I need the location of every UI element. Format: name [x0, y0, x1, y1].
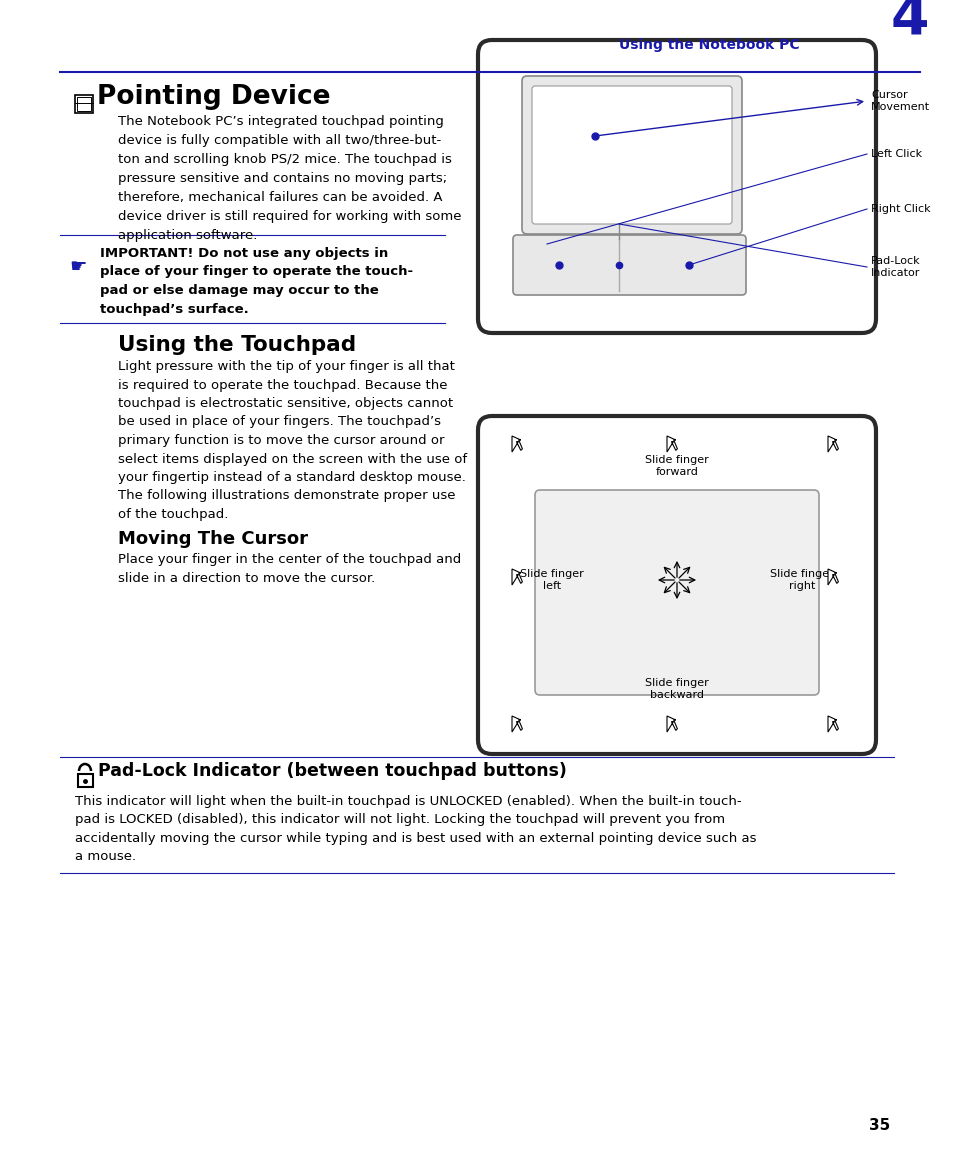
- Polygon shape: [827, 569, 838, 584]
- Text: Slide finger
backward: Slide finger backward: [644, 678, 708, 700]
- Bar: [75, 95, 92, 113]
- Text: Pointing Device: Pointing Device: [97, 84, 330, 110]
- Text: 4: 4: [890, 0, 928, 45]
- Text: 35: 35: [868, 1118, 890, 1133]
- Polygon shape: [666, 716, 677, 732]
- Text: Right Click: Right Click: [870, 204, 929, 214]
- FancyBboxPatch shape: [477, 40, 875, 333]
- FancyBboxPatch shape: [477, 416, 875, 754]
- FancyBboxPatch shape: [521, 76, 741, 234]
- Text: Moving The Cursor: Moving The Cursor: [118, 530, 308, 547]
- Bar: [77, 97, 91, 111]
- Polygon shape: [512, 569, 522, 584]
- Bar: [78, 774, 92, 787]
- Polygon shape: [666, 435, 677, 452]
- Text: ☛: ☛: [70, 258, 87, 276]
- Text: Left Click: Left Click: [870, 149, 922, 159]
- Text: Using the Notebook PC: Using the Notebook PC: [618, 38, 800, 52]
- Polygon shape: [827, 435, 838, 452]
- Text: Slide finger
right: Slide finger right: [769, 569, 833, 591]
- Text: Cursor
Movement: Cursor Movement: [870, 90, 929, 112]
- FancyBboxPatch shape: [535, 490, 818, 695]
- FancyBboxPatch shape: [532, 85, 731, 224]
- Text: The Notebook PC’s integrated touchpad pointing
device is fully compatible with a: The Notebook PC’s integrated touchpad po…: [118, 116, 461, 243]
- FancyBboxPatch shape: [513, 234, 745, 295]
- Text: Using the Touchpad: Using the Touchpad: [118, 335, 355, 355]
- Text: Slide finger
left: Slide finger left: [519, 569, 583, 591]
- Text: IMPORTANT! Do not use any objects in
place of your finger to operate the touch-
: IMPORTANT! Do not use any objects in pla…: [100, 247, 413, 315]
- Text: Place your finger in the center of the touchpad and
slide in a direction to move: Place your finger in the center of the t…: [118, 553, 460, 584]
- Text: Pad-Lock
Indicator: Pad-Lock Indicator: [870, 256, 920, 278]
- Text: This indicator will light when the built-in touchpad is UNLOCKED (enabled). When: This indicator will light when the built…: [75, 795, 756, 864]
- Text: Slide finger
forward: Slide finger forward: [644, 455, 708, 477]
- Polygon shape: [512, 435, 522, 452]
- Polygon shape: [827, 716, 838, 732]
- Text: Pad-Lock Indicator (between touchpad buttons): Pad-Lock Indicator (between touchpad but…: [98, 762, 566, 780]
- Text: Light pressure with the tip of your finger is all that
is required to operate th: Light pressure with the tip of your fing…: [118, 360, 467, 521]
- Polygon shape: [512, 716, 522, 732]
